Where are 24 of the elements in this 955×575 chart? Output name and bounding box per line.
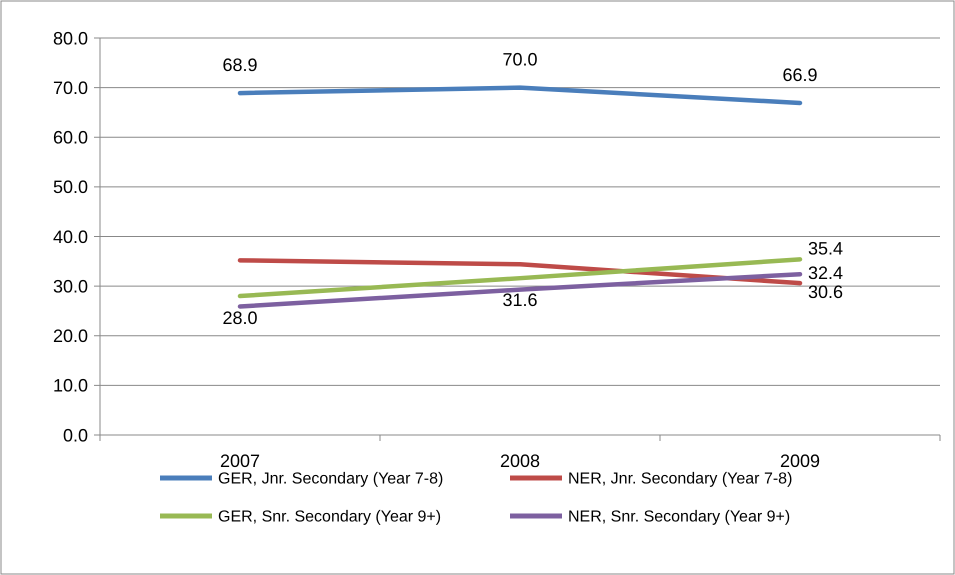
data-label: 31.6 [502, 290, 538, 310]
x-tick-label: 2007 [220, 451, 260, 471]
legend-label: NER, Snr. Secondary (Year 9+) [568, 508, 790, 526]
data-label: 32.4 [808, 263, 844, 284]
data-label: 30.6 [808, 282, 844, 302]
y-tick-label: 80.0 [52, 28, 88, 48]
data-label: 66.9 [782, 65, 818, 86]
x-tick-label: 2008 [500, 451, 540, 471]
data-label: 68.9 [222, 55, 258, 76]
legend-label: GER, Snr. Secondary (Year 9+) [218, 508, 442, 526]
y-tick-label: 30.0 [52, 276, 88, 296]
data-label: 28.0 [222, 308, 258, 328]
legend-label: GER, Jnr. Secondary (Year 7-8) [218, 470, 444, 488]
y-tick-label: 10.0 [52, 376, 88, 396]
data-label: 70.0 [502, 50, 538, 70]
y-tick-label: 50.0 [52, 177, 88, 198]
x-tick-label: 2009 [780, 451, 820, 471]
y-tick-label: 40.0 [52, 226, 88, 247]
y-tick-label: 20.0 [52, 326, 88, 346]
y-tick-label: 60.0 [52, 128, 88, 148]
y-tick-label: 0.0 [62, 425, 88, 446]
y-tick-label: 70.0 [52, 78, 88, 98]
data-label: 35.4 [808, 238, 844, 258]
legend-label: NER, Jnr. Secondary (Year 7-8) [568, 470, 792, 488]
